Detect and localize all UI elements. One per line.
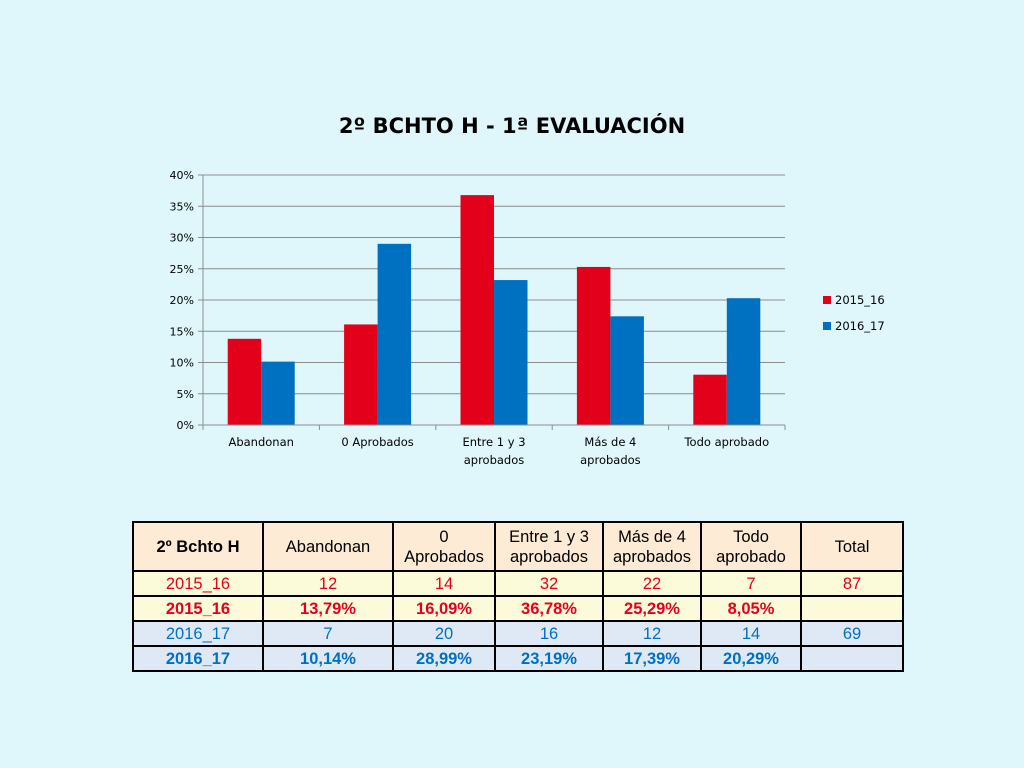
x-tick-label: aprobados: [464, 453, 525, 467]
table-cell: 14: [700, 620, 802, 647]
legend-label: 2016_17: [835, 319, 885, 333]
table-cell: 22: [602, 570, 702, 597]
table-cell: 87: [800, 570, 904, 597]
y-tick-label: 5%: [177, 388, 194, 401]
y-tick-label: 10%: [170, 357, 194, 370]
table-cell: 7: [262, 620, 394, 647]
table-row: 2015_16 13,79% 16,09% 36,78% 25,29% 8,05…: [132, 595, 904, 622]
legend-swatch-2015-16: [823, 296, 831, 304]
x-tick-label: Más de 4: [584, 435, 636, 449]
table-cell: [800, 595, 904, 622]
y-tick-label: 20%: [170, 294, 194, 307]
table-cell: 12: [262, 570, 394, 597]
table-cell: 2016_17: [132, 645, 264, 672]
bar-2015-16: [344, 324, 378, 425]
x-tick-label: aprobados: [580, 453, 641, 467]
table-cell: 17,39%: [602, 645, 702, 672]
y-tick-label: 35%: [170, 200, 194, 213]
header-0-aprobados: 0 Aprobados: [392, 521, 496, 572]
y-tick-label: 30%: [170, 232, 194, 245]
bar-2016-17: [261, 361, 295, 425]
chart-title: 2º BCHTO H - 1ª EVALUACIÓN: [338, 114, 686, 138]
x-tick-label: 0 Aprobados: [341, 435, 413, 449]
bar-2016-17: [494, 280, 528, 425]
y-tick-label: 15%: [170, 325, 194, 338]
table-cell: 12: [602, 620, 702, 647]
table-cell: 20,29%: [700, 645, 802, 672]
table-row: 2016_17 7 20 16 12 14 69: [132, 620, 904, 647]
header-total: Total: [800, 521, 904, 572]
table-cell: 2015_16: [132, 570, 264, 597]
table-cell: 20: [392, 620, 496, 647]
table-cell: 69: [800, 620, 904, 647]
table-cell: 25,29%: [602, 595, 702, 622]
y-tick-label: 25%: [170, 263, 194, 276]
header-abandonan: Abandonan: [262, 521, 394, 572]
header-todo-aprobado: Todo aprobado: [700, 521, 802, 572]
table-row: 2015_16 12 14 32 22 7 87: [132, 570, 904, 597]
bar-2015-16: [693, 374, 727, 425]
y-tick-label: 0%: [177, 419, 194, 432]
bar-2015-16: [460, 195, 494, 425]
x-tick-label: Abandonan: [228, 435, 293, 449]
table-header-row: 2º Bchto H Abandonan 0 Aprobados Entre 1 …: [132, 521, 904, 572]
x-tick-label: Entre 1 y 3: [462, 435, 525, 449]
y-tick-label: 40%: [170, 169, 194, 182]
table-cell: 36,78%: [494, 595, 604, 622]
bar-2015-16: [227, 338, 262, 425]
x-tick-label: Todo aprobado: [683, 435, 769, 449]
table-cell: 23,19%: [494, 645, 604, 672]
header-group: 2º Bchto H: [132, 521, 264, 572]
table-cell: 28,99%: [392, 645, 496, 672]
table-cell: 14: [392, 570, 496, 597]
bar-2015-16: [576, 266, 611, 425]
table-cell: 8,05%: [700, 595, 802, 622]
table-cell: [800, 645, 904, 672]
table-row: 2016_17 10,14% 28,99% 23,19% 17,39% 20,2…: [132, 645, 904, 672]
table-cell: 13,79%: [262, 595, 394, 622]
bar-2016-17: [377, 243, 412, 425]
table-cell: 10,14%: [262, 645, 394, 672]
results-table: 2º Bchto H Abandonan 0 Aprobados Entre 1 …: [132, 521, 904, 672]
bar-2016-17: [610, 316, 644, 425]
legend-swatch-2016-17: [823, 322, 831, 330]
table-cell: 16,09%: [392, 595, 496, 622]
header-entre-1-y-3: Entre 1 y 3 aprobados: [494, 521, 604, 572]
table-cell: 2015_16: [132, 595, 264, 622]
legend-label: 2015_16: [835, 293, 885, 307]
bar-chart: 0% 5% 10% 15% 20% 25% 30% 35% 40% Abandonan 0 Apro…: [170, 169, 885, 467]
table-cell: 16: [494, 620, 604, 647]
table-cell: 7: [700, 570, 802, 597]
table-cell: 32: [494, 570, 604, 597]
table-cell: 2016_17: [132, 620, 264, 647]
bar-2016-17: [726, 298, 761, 425]
header-mas-de-4: Más de 4 aprobados: [602, 521, 702, 572]
